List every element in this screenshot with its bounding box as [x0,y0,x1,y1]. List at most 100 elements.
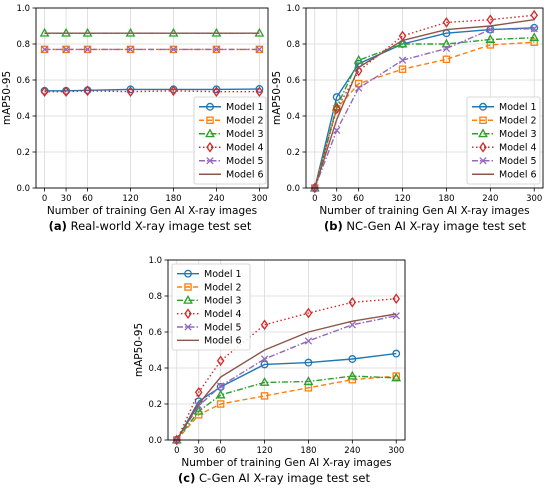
data-point [332,93,341,102]
data-point [398,65,407,73]
data-point [83,85,92,97]
data-point [486,25,494,34]
data-point [40,45,49,54]
y-tick-label: 0.4 [16,112,30,122]
legend-marker [184,323,192,331]
data-point [348,321,356,329]
data-point [353,54,364,64]
data-point [260,392,269,400]
x-tick-label: 30 [331,194,342,204]
x-tick-label: 0 [312,194,317,204]
legend-label: Model 3 [499,129,537,140]
legend-label: Model 1 [226,102,264,113]
series-model-5 [173,312,400,444]
legend-label: Model 3 [226,129,264,140]
x-tick-label: 240 [208,194,224,204]
data-point [126,85,135,94]
data-point [348,296,357,308]
series-line [176,298,397,441]
series-line [176,375,397,441]
plot-frame [167,259,406,441]
data-point [391,372,402,382]
legend-label: Model 4 [226,143,264,154]
series-line [314,19,535,189]
x-tick-label: 180 [438,194,454,204]
series-model-6 [314,19,535,189]
x-tick-label: 120 [122,194,138,204]
x-tick-label: 240 [344,446,360,456]
data-point [62,45,70,54]
data-point [442,17,451,28]
series-model-1 [40,85,264,95]
legend-marker [184,308,192,319]
y-tick-label: 0.8 [16,40,30,50]
chart-panel-b: 0 30 60 120 180 240 300 0.0 0.2 0.4 0.6 0.8 1.0 Numbe… [271,4,544,233]
legend-label: Model 1 [499,102,537,113]
data-point [126,45,135,54]
legend: Model 1 Model 2 Model 3 Model 4 Model 5 Model… [193,96,267,185]
figure-caption: (a) Real-world X-ray image test set [49,219,252,233]
y-tick-label: 0.8 [148,292,162,302]
series-model-5 [40,45,264,54]
data-point [193,405,204,415]
data-point [486,14,495,26]
data-point [169,45,178,54]
data-point [215,389,226,399]
y-tick-label: 0.6 [148,328,162,338]
x-tick-label: 60 [215,446,226,456]
x-tick-label: 60 [353,194,364,204]
series-line [176,352,397,441]
y-tick-label: 1.0 [148,256,162,266]
data-point [194,386,203,398]
legend: Model 1 Model 2 Model 3 Model 4 Model 5 Model… [171,263,251,351]
legend-label: Model 5 [204,322,242,333]
chart-panel-a: 0 30 60 120 180 240 300 0.0 0.2 0.4 0.6 0.8 1.0 Numbe… [1,4,269,233]
caption-text: C-Gen AI X-ray image test set [195,471,370,485]
series-model-6 [176,313,397,441]
x-tick-label: 300 [388,446,404,456]
caption-letter: (c) [178,471,195,485]
data-point [216,355,225,367]
data-point [212,85,221,94]
x-tick-label: 300 [526,194,542,204]
legend-marker [478,128,488,138]
data-point [332,103,341,115]
data-point [354,65,363,77]
data-point [398,56,407,64]
data-point [347,370,358,380]
data-point [62,86,70,98]
data-point [217,382,225,390]
figure-caption: (b) NC-Gen AI X-ray image test set [324,219,526,233]
series-line [44,88,260,92]
series-model-3 [171,370,402,444]
y-tick-label: 1.0 [286,4,300,14]
data-point [304,358,313,367]
data-point [169,85,178,97]
y-tick-label: 0.6 [16,76,30,86]
legend-label: Model 2 [499,116,537,127]
y-axis-label: mAP50-95 [133,323,145,377]
x-tick-label: 180 [165,194,181,204]
y-axis-label: mAP50-95 [271,71,283,125]
y-tick-label: 0.0 [286,184,300,194]
data-point [259,377,270,386]
x-tick-label: 0 [174,446,179,456]
x-axis-label: Number of training Gen AI X-ray images [47,205,257,217]
data-point [442,55,451,64]
data-point [212,45,221,54]
legend-label: Model 6 [499,170,537,181]
data-point [392,293,401,305]
legend-marker [205,128,215,138]
x-tick-label: 300 [251,194,267,204]
caption-letter: (a) [49,219,67,233]
data-point [442,44,451,53]
legend-marker [184,283,192,291]
y-tick-label: 1.0 [16,4,30,14]
data-point [441,38,452,48]
plot-frame [305,7,544,189]
y-tick-label: 0.8 [286,40,300,50]
data-point [212,86,221,98]
y-tick-label: 0.2 [148,400,162,410]
data-point [304,307,313,319]
